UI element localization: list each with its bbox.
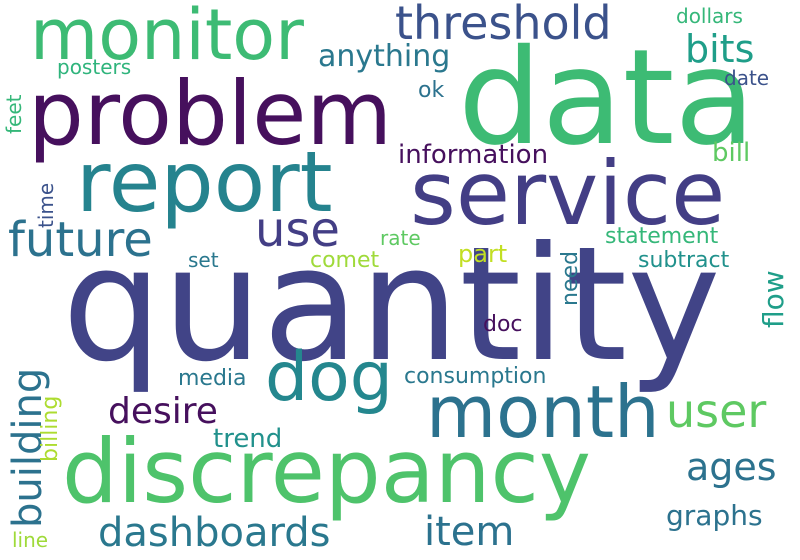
word-ages: ages xyxy=(686,445,777,489)
word-use: use xyxy=(255,202,340,258)
word-dog: dog xyxy=(265,338,393,417)
word-flow: flow xyxy=(757,270,790,328)
word-time: time xyxy=(34,182,58,228)
word-monitor: monitor xyxy=(30,0,304,76)
word-bill: bill xyxy=(712,138,751,168)
word-comet: comet xyxy=(310,248,380,273)
word-need: need xyxy=(558,251,583,306)
word-desire: desire xyxy=(108,391,218,432)
word-discrepancy: discrepancy xyxy=(62,420,591,523)
word-doc: doc xyxy=(483,312,523,337)
word-report: report xyxy=(76,133,333,231)
word-media: media xyxy=(178,366,247,391)
word-information: information xyxy=(398,140,549,170)
word-bits: bits xyxy=(685,27,755,71)
word-future: future xyxy=(8,212,153,268)
word-line: line xyxy=(12,528,49,552)
word-graphs: graphs xyxy=(666,499,763,532)
word-dollars: dollars xyxy=(676,4,743,28)
word-feet: feet xyxy=(2,94,26,135)
word-threshold: threshold xyxy=(395,0,612,50)
word-item: item xyxy=(424,509,515,555)
word-statement: statement xyxy=(605,224,719,249)
word-problem: problem xyxy=(28,62,393,165)
word-rate: rate xyxy=(380,226,421,250)
word-subtract: subtract xyxy=(638,248,730,273)
word-consumption: consumption xyxy=(404,364,547,389)
word-ok: ok xyxy=(418,78,445,103)
word-dashboards: dashboards xyxy=(98,510,331,556)
word-user: user xyxy=(666,384,767,438)
word-quantity: quantity xyxy=(62,213,721,397)
word-trend: trend xyxy=(213,424,283,454)
word-part: part xyxy=(458,240,508,268)
word-month: month xyxy=(426,370,660,454)
word-service: service xyxy=(410,142,726,245)
word-data: data xyxy=(458,21,756,175)
word-billing: billing xyxy=(38,395,63,462)
word-anything: anything xyxy=(318,39,451,74)
word-posters: posters xyxy=(57,55,132,79)
word-date: date xyxy=(724,66,770,90)
word-set: set xyxy=(188,248,219,272)
